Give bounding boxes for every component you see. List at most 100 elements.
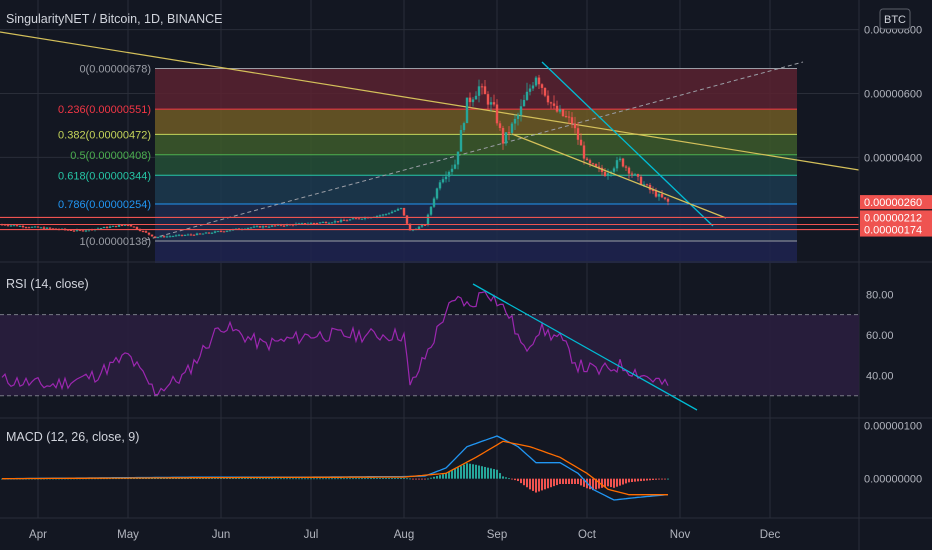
candle-body	[111, 225, 115, 227]
macd-histogram-bar	[595, 478, 597, 490]
macd-histogram-bar	[625, 478, 627, 484]
macd-histogram-bar	[184, 478, 186, 479]
time-tick-label: Jun	[212, 529, 231, 541]
candle-body	[204, 232, 208, 234]
candle-body	[561, 109, 565, 117]
macd-histogram-bar	[667, 478, 669, 480]
candle-body	[333, 221, 337, 223]
candle-body	[315, 223, 319, 225]
currency-badge[interactable]: BTC	[879, 8, 911, 30]
long-trendline[interactable]	[0, 31, 860, 171]
macd-histogram-bar	[520, 478, 522, 484]
candle-body	[426, 214, 430, 225]
macd-histogram-bar	[346, 478, 348, 480]
macd-histogram-bar	[208, 478, 210, 479]
descending-support-line[interactable]	[511, 133, 727, 219]
macd-histogram-bar	[322, 478, 324, 480]
candle-body	[66, 229, 70, 231]
macd-histogram-bar	[370, 478, 372, 480]
candle-body	[621, 158, 625, 167]
macd-histogram-bar	[604, 478, 606, 488]
macd-histogram-bar	[376, 478, 378, 480]
price-tick-label: 0.00000600	[864, 88, 922, 100]
macd-histogram-bar	[193, 478, 195, 479]
time-axis[interactable]: Apr May Jun Jul Aug Sep Oct Nov Dec	[29, 529, 780, 541]
fib-zone	[155, 109, 797, 135]
macd-histogram-bar	[340, 478, 342, 480]
candle-body	[18, 225, 22, 227]
time-tick-label: Apr	[29, 529, 47, 541]
candle-body	[573, 123, 577, 129]
macd-histogram-bar	[439, 475, 441, 479]
candle-body	[633, 174, 637, 176]
rsi-title: RSI (14, close)	[6, 277, 89, 291]
descending-resistance-line[interactable]	[541, 61, 714, 227]
macd-histogram-bar	[286, 478, 288, 480]
candle-body	[585, 158, 589, 161]
macd-histogram-bar	[199, 478, 201, 479]
candle-body	[504, 132, 508, 144]
rsi-trendline[interactable]	[472, 283, 698, 411]
macd-histogram-bar	[268, 478, 270, 480]
candle-body	[534, 77, 538, 86]
macd-histogram-bar	[373, 478, 375, 480]
macd-histogram-bar	[547, 478, 549, 489]
macd-histogram-bar	[325, 478, 327, 480]
fibonacci-retracement[interactable]: 0(0.00000678) 0.236(0.00000551) 0.382(0.00…	[58, 64, 797, 264]
macd-histogram-bar	[253, 478, 255, 480]
candle-body	[192, 234, 196, 236]
candle-body	[480, 86, 484, 88]
candle-body	[222, 231, 226, 233]
macd-histogram-bar	[421, 478, 423, 480]
candle-body	[501, 127, 505, 144]
macd-histogram-bar	[316, 478, 318, 480]
macd-histogram-bar	[271, 478, 273, 480]
price-tag-label: 0.00000260	[864, 197, 922, 209]
macd-histogram-bar	[274, 478, 276, 480]
candle-body	[183, 235, 187, 237]
candle-body	[543, 87, 547, 96]
macd-histogram-bar	[181, 478, 183, 479]
candle-body	[81, 230, 85, 232]
macd-histogram-bar	[652, 478, 654, 480]
candle-body	[660, 194, 664, 198]
candle-body	[492, 102, 496, 105]
macd-histogram-bar	[187, 478, 189, 479]
candle-body	[249, 227, 253, 229]
candle-body	[636, 174, 640, 177]
macd-histogram-bar	[391, 478, 393, 479]
candle-body	[423, 224, 427, 226]
macd-histogram-bar	[658, 478, 660, 480]
macd-histogram-bar	[424, 478, 426, 480]
macd-histogram-bar	[178, 478, 180, 479]
candle-body	[522, 99, 526, 107]
macd-histogram-bar	[469, 463, 471, 479]
candle-body	[381, 214, 385, 216]
candle-body	[651, 189, 655, 192]
candle-body	[405, 215, 409, 224]
time-tick-label: Jul	[304, 529, 319, 541]
macd-histogram-bar	[217, 478, 219, 479]
macd-histogram-bar	[538, 478, 540, 492]
horizontal-levels[interactable]	[0, 216, 859, 231]
candle-body	[474, 95, 478, 100]
candle-body	[3, 224, 7, 226]
macd-histogram-bar	[361, 478, 363, 480]
macd-histogram-bar	[169, 478, 171, 479]
candle-body	[549, 102, 553, 104]
macd-histogram-bar	[175, 478, 177, 479]
fib-level-label: 0.382(0.00000472)	[58, 129, 151, 141]
candle-body	[435, 188, 439, 199]
candle-body	[255, 226, 259, 228]
macd-histogram-bar	[562, 478, 564, 484]
candle-body	[189, 234, 193, 236]
macd-histogram-bar	[307, 478, 309, 480]
rsi-pane	[0, 291, 859, 397]
price-axis[interactable]: 0.000008000.000006000.000004000.00000260…	[860, 25, 932, 486]
rsi-tick-label: 60.00	[866, 330, 894, 342]
price-candles	[0, 74, 670, 239]
macd-histogram-bar	[160, 478, 162, 479]
macd-histogram-bar	[418, 478, 420, 480]
candle-body	[273, 225, 277, 227]
